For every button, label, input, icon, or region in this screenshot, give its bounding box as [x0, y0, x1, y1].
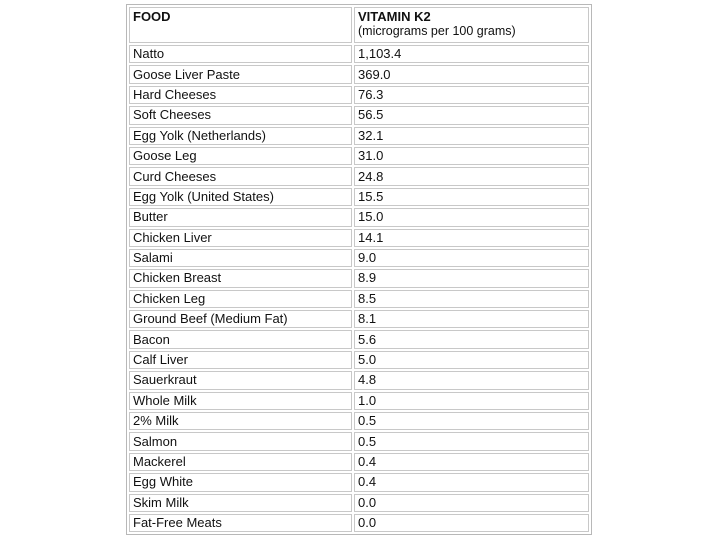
- value-cell: 1,103.4: [354, 45, 589, 64]
- value-cell: 1.0: [354, 391, 589, 411]
- table-row: Whole Milk 1.0: [129, 391, 589, 411]
- value-cell: 31.0: [354, 146, 589, 166]
- table-row: Fat-Free Meats 0.0: [129, 513, 589, 533]
- value-cell: 369.0: [354, 65, 589, 84]
- value-cell: 0.5: [354, 412, 589, 431]
- food-cell: Bacon: [129, 330, 352, 349]
- table-row: Natto 1,103.4: [129, 45, 589, 64]
- table-row: 2% Milk 0.5: [129, 412, 589, 431]
- food-cell: Egg White: [129, 473, 352, 492]
- value-cell: 32.1: [354, 126, 589, 145]
- table-row: Salami 9.0: [129, 248, 589, 268]
- header-row: FOOD VITAMIN K2 (micrograms per 100 grams…: [129, 7, 589, 43]
- value-cell: 4.8: [354, 371, 589, 390]
- table-row: Salmon 0.5: [129, 432, 589, 451]
- value-cell: 5.6: [354, 330, 589, 349]
- value-cell: 0.4: [354, 452, 589, 472]
- header-unit: (micrograms per 100 grams): [358, 24, 516, 38]
- food-cell: Salami: [129, 248, 352, 268]
- value-cell: 8.5: [354, 289, 589, 309]
- food-cell: Fat-Free Meats: [129, 513, 352, 533]
- table-row: Hard Cheeses 76.3: [129, 85, 589, 105]
- value-cell: 15.5: [354, 187, 589, 207]
- value-cell: 0.0: [354, 493, 589, 512]
- table-row: Goose Liver Paste 369.0: [129, 65, 589, 84]
- food-cell: Calf Liver: [129, 350, 352, 370]
- food-cell: Hard Cheeses: [129, 85, 352, 105]
- header-food: FOOD: [133, 9, 171, 24]
- food-cell: Butter: [129, 208, 352, 227]
- value-cell: 8.9: [354, 269, 589, 288]
- table-row: Egg Yolk (United States) 15.5: [129, 187, 589, 207]
- value-cell: 8.1: [354, 310, 589, 329]
- header-cell: VITAMIN K2 (micrograms per 100 grams): [354, 7, 589, 43]
- table-row: Curd Cheeses 24.8: [129, 167, 589, 186]
- header-vitamin: VITAMIN K2: [358, 9, 431, 24]
- table-row: Calf Liver 5.0: [129, 350, 589, 370]
- food-cell: Sauerkraut: [129, 371, 352, 390]
- value-cell: 76.3: [354, 85, 589, 105]
- food-cell: Chicken Breast: [129, 269, 352, 288]
- food-cell: Soft Cheeses: [129, 106, 352, 125]
- table-row: Chicken Liver 14.1: [129, 228, 589, 247]
- table-row: Bacon 5.6: [129, 330, 589, 349]
- table-row: Goose Leg 31.0: [129, 146, 589, 166]
- food-cell: Ground Beef (Medium Fat): [129, 310, 352, 329]
- table-row: Egg Yolk (Netherlands) 32.1: [129, 126, 589, 145]
- food-cell: Egg Yolk (Netherlands): [129, 126, 352, 145]
- value-cell: 5.0: [354, 350, 589, 370]
- food-cell: Mackerel: [129, 452, 352, 472]
- table-row: Egg White 0.4: [129, 473, 589, 492]
- food-cell: 2% Milk: [129, 412, 352, 431]
- food-cell: Goose Leg: [129, 146, 352, 166]
- table-row: Sauerkraut 4.8: [129, 371, 589, 390]
- value-cell: 0.4: [354, 473, 589, 492]
- table-row: Ground Beef (Medium Fat) 8.1: [129, 310, 589, 329]
- food-cell: Skim Milk: [129, 493, 352, 512]
- food-cell: Egg Yolk (United States): [129, 187, 352, 207]
- value-cell: 56.5: [354, 106, 589, 125]
- table-container: FOOD VITAMIN K2 (micrograms per 100 grams…: [126, 4, 592, 536]
- value-cell: 9.0: [354, 248, 589, 268]
- food-cell: Chicken Liver: [129, 228, 352, 247]
- table-row: Chicken Breast 8.9: [129, 269, 589, 288]
- table-row: Chicken Leg 8.5: [129, 289, 589, 309]
- header-cell: FOOD: [129, 7, 352, 43]
- food-cell: Salmon: [129, 432, 352, 451]
- table-row: Mackerel 0.4: [129, 452, 589, 472]
- food-cell: Whole Milk: [129, 391, 352, 411]
- vitamin-table: FOOD VITAMIN K2 (micrograms per 100 grams…: [126, 4, 592, 536]
- table-row: Skim Milk 0.0: [129, 493, 589, 512]
- table-row: Soft Cheeses 56.5: [129, 106, 589, 125]
- value-cell: 14.1: [354, 228, 589, 247]
- table-body: FOOD VITAMIN K2 (micrograms per 100 grams…: [129, 7, 589, 533]
- value-cell: 0.0: [354, 513, 589, 533]
- food-cell: Curd Cheeses: [129, 167, 352, 186]
- value-cell: 24.8: [354, 167, 589, 186]
- food-cell: Natto: [129, 45, 352, 64]
- food-cell: Goose Liver Paste: [129, 65, 352, 84]
- food-cell: Chicken Leg: [129, 289, 352, 309]
- table-row: Butter 15.0: [129, 208, 589, 227]
- value-cell: 15.0: [354, 208, 589, 227]
- value-cell: 0.5: [354, 432, 589, 451]
